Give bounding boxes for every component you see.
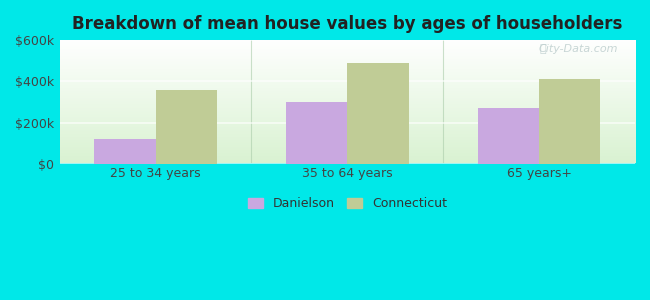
Bar [347,63,409,164]
Text: City-Data.com: City-Data.com [538,44,617,54]
Bar [286,102,347,164]
Title: Breakdown of mean house values by ages of householders: Breakdown of mean house values by ages o… [72,15,623,33]
Text: ⓘ: ⓘ [540,44,546,54]
Legend: Danielson, Connecticut: Danielson, Connecticut [248,197,447,210]
Bar [155,90,217,164]
Bar [478,108,539,164]
Bar [539,80,601,164]
Bar [94,140,155,164]
